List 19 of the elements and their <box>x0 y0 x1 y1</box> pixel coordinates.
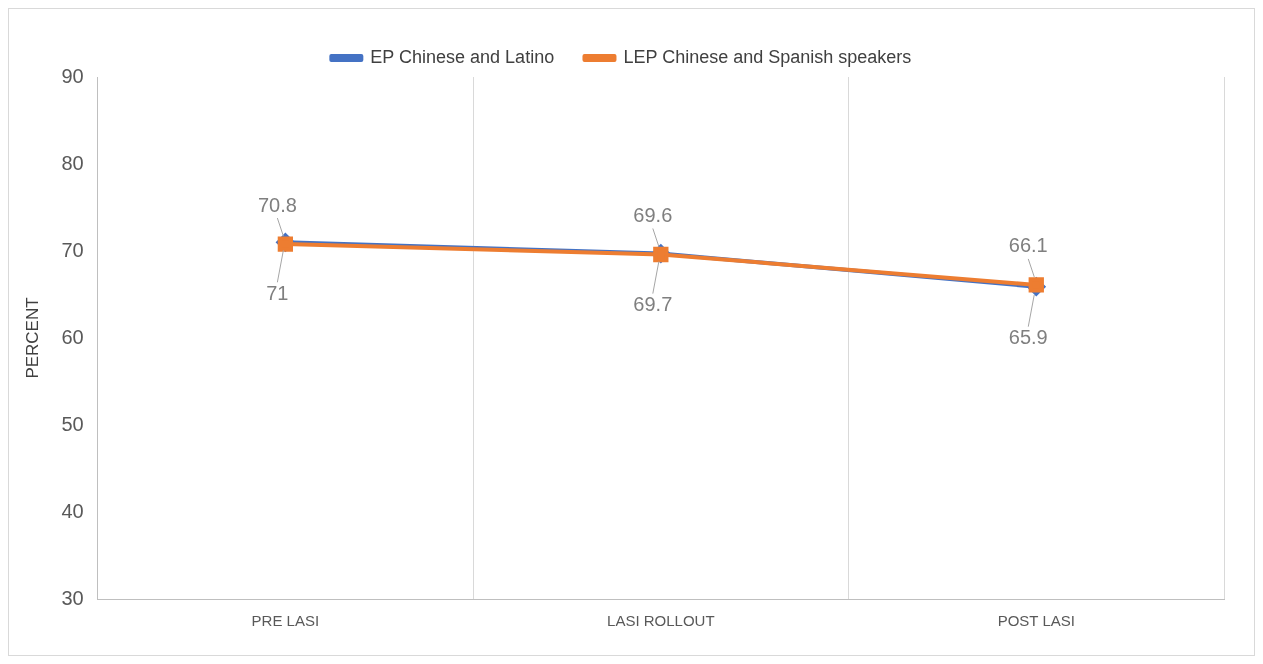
x-tick-label: PRE LASI <box>251 612 320 630</box>
y-tick-label: 40 <box>61 499 84 522</box>
y-tick-label: 30 <box>61 586 84 609</box>
legend-label: EP Chinese and Latino <box>370 46 555 67</box>
data-label: 70.8 <box>257 193 297 216</box>
data-label: 71 <box>266 281 289 304</box>
y-axis-title: PERCENT <box>22 297 42 379</box>
x-tick-label: LASI ROLLOUT <box>607 612 715 630</box>
legend-label: LEP Chinese and Spanish speakers <box>623 46 912 67</box>
y-tick-label: 70 <box>61 238 84 261</box>
y-tick-label: 80 <box>61 151 84 174</box>
data-label: 65.9 <box>1008 326 1048 349</box>
y-tick-label: 60 <box>61 325 84 348</box>
data-label: 69.6 <box>633 204 673 226</box>
data-label: 66.1 <box>1008 234 1048 257</box>
data-label: 69.7 <box>633 293 673 316</box>
y-tick-label: 90 <box>61 64 84 87</box>
y-tick-label: 50 <box>61 412 84 435</box>
x-tick-label: POST LASI <box>997 612 1075 630</box>
